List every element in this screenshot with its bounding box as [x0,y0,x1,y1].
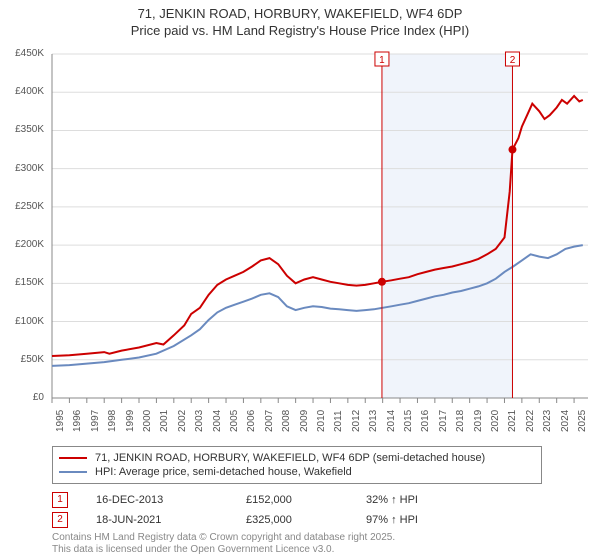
x-axis-label: 2011 [333,410,344,432]
x-axis-label: 1997 [90,410,101,432]
x-axis-label: 2010 [316,410,327,432]
footer-line1: Contains HM Land Registry data © Crown c… [52,532,395,544]
marker-price: £325,000 [246,514,366,526]
y-axis-label: £450K [0,48,44,59]
x-axis-label: 2017 [438,410,449,432]
svg-text:2: 2 [510,55,516,66]
x-axis-label: 2013 [368,410,379,432]
x-axis-label: 2014 [386,410,397,432]
x-axis-label: 2006 [246,410,257,432]
marker-price: £152,000 [246,494,366,506]
marker-date: 18-JUN-2021 [96,514,246,526]
x-axis-label: 2004 [212,410,223,432]
x-axis-label: 2023 [542,410,553,432]
y-axis-label: £350K [0,124,44,135]
footer-line2: This data is licensed under the Open Gov… [52,544,395,556]
x-axis-label: 2001 [159,410,170,432]
x-axis-label: 2015 [403,410,414,432]
x-axis-label: 2020 [490,410,501,432]
chart-area: 12 £0£50K£100K£150K£200K£250K£300K£350K£… [0,42,600,440]
x-axis-label: 2008 [281,410,292,432]
x-axis-label: 2007 [264,410,275,432]
x-axis-label: 1998 [107,410,118,432]
legend-item-hpi: HPI: Average price, semi-detached house,… [59,465,535,479]
line-chart: 12 [0,42,600,440]
x-axis-label: 2016 [420,410,431,432]
y-axis-label: £400K [0,86,44,97]
chart-title-line1: 71, JENKIN ROAD, HORBURY, WAKEFIELD, WF4… [0,0,600,23]
x-axis-label: 2000 [142,410,153,432]
marker-pct: 97% ↑ HPI [366,514,542,526]
legend-swatch [59,471,87,473]
legend-label: 71, JENKIN ROAD, HORBURY, WAKEFIELD, WF4… [95,452,485,464]
legend: 71, JENKIN ROAD, HORBURY, WAKEFIELD, WF4… [52,446,542,484]
x-axis-label: 2012 [351,410,362,432]
y-axis-label: £150K [0,277,44,288]
y-axis-label: £50K [0,354,44,365]
chart-title-line2: Price paid vs. HM Land Registry's House … [0,23,600,40]
x-axis-label: 2022 [525,410,536,432]
x-axis-label: 2019 [473,410,484,432]
y-axis-label: £100K [0,316,44,327]
x-axis-label: 1996 [72,410,83,432]
legend-item-price-paid: 71, JENKIN ROAD, HORBURY, WAKEFIELD, WF4… [59,451,535,465]
x-axis-label: 2002 [177,410,188,432]
marker-badge-icon: 2 [52,512,68,528]
marker-row: 2 18-JUN-2021 £325,000 97% ↑ HPI [52,510,542,530]
svg-text:1: 1 [379,55,385,66]
x-axis-label: 2024 [560,410,571,432]
x-axis-label: 2009 [299,410,310,432]
legend-swatch [59,457,87,459]
marker-pct: 32% ↑ HPI [366,494,542,506]
marker-date: 16-DEC-2013 [96,494,246,506]
x-axis-label: 2021 [507,410,518,432]
x-axis-label: 2025 [577,410,588,432]
x-axis-label: 2005 [229,410,240,432]
x-axis-label: 2018 [455,410,466,432]
marker-badge-icon: 1 [52,492,68,508]
marker-table: 1 16-DEC-2013 £152,000 32% ↑ HPI 2 18-JU… [52,490,542,530]
x-axis-label: 1999 [125,410,136,432]
y-axis-label: £200K [0,239,44,250]
y-axis-label: £0 [0,392,44,403]
x-axis-label: 1995 [55,410,66,432]
marker-row: 1 16-DEC-2013 £152,000 32% ↑ HPI [52,490,542,510]
footer: Contains HM Land Registry data © Crown c… [52,532,395,556]
x-axis-label: 2003 [194,410,205,432]
y-axis-label: £300K [0,163,44,174]
legend-label: HPI: Average price, semi-detached house,… [95,466,352,478]
y-axis-label: £250K [0,201,44,212]
